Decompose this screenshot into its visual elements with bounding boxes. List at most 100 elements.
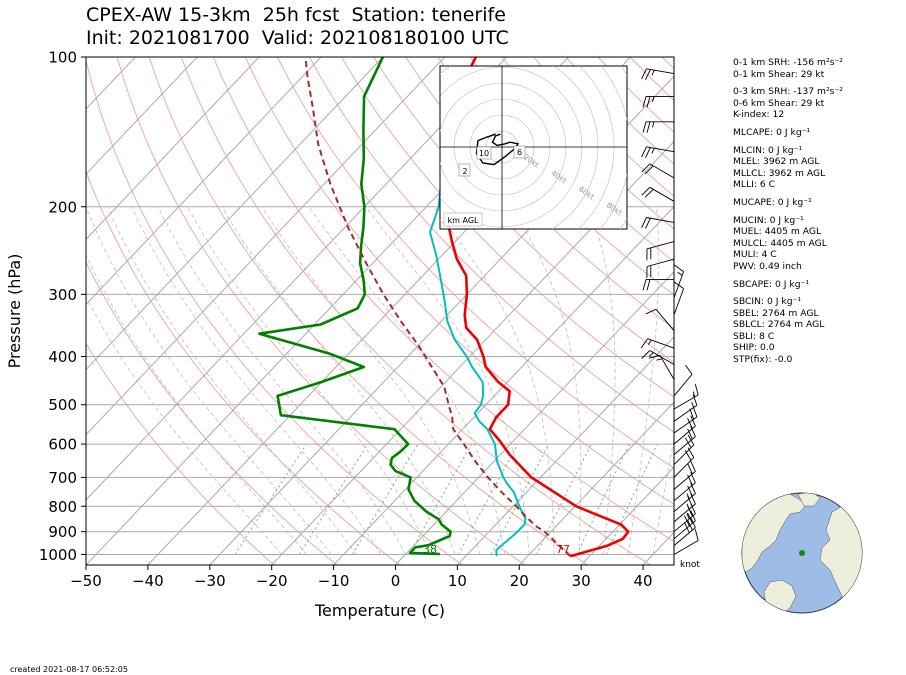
created-timestamp: created 2021-08-17 06:52:05 xyxy=(10,665,128,674)
title-line-2: Init: 2021081700 Valid: 202108180100 UTC xyxy=(86,27,509,49)
isotherm xyxy=(395,271,674,565)
moist-adiabat xyxy=(652,436,674,555)
svg-text:km AGL: km AGL xyxy=(448,216,480,225)
moist-adiabat xyxy=(510,206,582,555)
index-mlcin: MLCIN: 0 J kg⁻¹ xyxy=(733,144,803,156)
wind-barb xyxy=(646,241,675,261)
index-srh-0-1: 0-1 km SRH: -156 m²s⁻² xyxy=(733,57,843,68)
parcel-trace xyxy=(304,57,571,557)
index-mlli: MLLI: 6 C xyxy=(733,179,776,191)
moist-adiabat xyxy=(187,206,431,555)
wind-barb xyxy=(641,146,675,158)
dry-adiabat xyxy=(86,170,400,565)
index-sbel: SBEL: 2764 m AGL xyxy=(733,307,819,319)
y-tick-label: 200 xyxy=(48,198,77,216)
wind-barb xyxy=(673,406,698,434)
title-line-1: CPEX-AW 15-3km 25h fcst Station: tenerif… xyxy=(86,4,506,26)
sounding-indices-panel: 0-1 km SRH: -156 m²s⁻² 0-1 km Shear: 29 … xyxy=(733,57,843,366)
wind-barb xyxy=(641,186,675,202)
isotherm xyxy=(86,57,508,501)
mixing-ratio-line xyxy=(576,443,630,555)
dry-adiabat xyxy=(341,57,674,398)
mixing-ratio-line xyxy=(234,443,307,555)
moist-adiabat xyxy=(86,206,332,555)
index-sbli: SBLI: 8 C xyxy=(733,330,775,342)
landmass-greenland xyxy=(797,493,821,507)
surface-dewpoint-label: 38 xyxy=(423,543,437,556)
x-tick-label: −10 xyxy=(318,572,350,590)
dry-adiabat xyxy=(116,57,526,565)
x-tick-label: −30 xyxy=(194,572,226,590)
moist-adiabat xyxy=(627,206,660,555)
x-tick-label: −40 xyxy=(132,572,164,590)
dry-adiabat xyxy=(244,57,674,505)
axes: −50 −40 −30 −20 −10 0 10 20 30 40 100 200 300 400 500 6… xyxy=(39,49,653,591)
hodograph-background xyxy=(439,65,628,230)
index-mucape: MUCAPE: 0 J kg⁻¹ xyxy=(733,196,812,208)
y-tick-label: 600 xyxy=(48,436,77,454)
moist-adiabat xyxy=(86,254,307,555)
index-mulcl: MULCL: 4405 m AGL xyxy=(733,237,827,249)
moist-adiabat xyxy=(308,206,505,555)
wind-barbs xyxy=(640,68,699,555)
moist-adiabat xyxy=(365,206,530,555)
wind-barb xyxy=(673,493,696,523)
isotherm xyxy=(86,57,260,240)
dewpoint-trace xyxy=(258,57,452,556)
index-sbcape: SBCAPE: 0 J kg⁻¹ xyxy=(733,278,810,290)
wind-barb xyxy=(642,278,674,291)
wind-barb xyxy=(673,460,696,490)
dry-adiabat xyxy=(86,261,338,565)
dry-adiabat xyxy=(405,57,674,330)
x-tick-label: 10 xyxy=(448,572,467,590)
moist-adiabat xyxy=(86,296,283,555)
mixing-ratio-line xyxy=(408,443,473,555)
mixing-ratio-line xyxy=(490,443,550,555)
wind-barb xyxy=(673,281,685,316)
wind-barb xyxy=(673,529,699,555)
isotherm xyxy=(86,57,322,306)
chart-title: CPEX-AW 15-3km 25h fcst Station: tenerif… xyxy=(86,4,509,50)
wind-barb xyxy=(673,383,699,410)
dry-adiabat xyxy=(276,57,674,469)
wind-barb xyxy=(673,426,696,455)
dry-adiabat xyxy=(309,57,674,433)
wind-barb xyxy=(641,350,675,365)
x-tick-label: 20 xyxy=(510,572,529,590)
y-tick-label: 100 xyxy=(48,49,77,67)
isotherm xyxy=(518,401,674,565)
hodograph-height-label-10: 10 xyxy=(476,146,492,160)
wind-barb xyxy=(642,121,674,133)
wind-units-label: knot xyxy=(680,560,700,570)
wind-barb xyxy=(641,217,675,229)
isotherm xyxy=(86,57,198,175)
plot-frame xyxy=(85,56,675,566)
mixing-ratio-line xyxy=(606,443,658,555)
wind-barb xyxy=(673,415,696,445)
y-tick-label: 700 xyxy=(48,469,77,487)
wind-barb xyxy=(673,394,698,422)
moist-adiabat xyxy=(131,206,382,555)
hodograph-height-label-2: 2 xyxy=(458,163,471,177)
y-tick-label: 300 xyxy=(48,286,77,304)
isotherm xyxy=(333,205,674,565)
index-sbcin: SBCIN: 0 J kg⁻¹ xyxy=(733,296,802,308)
svg-text:10: 10 xyxy=(479,149,489,158)
moist-adiabat xyxy=(588,206,616,555)
globe-land xyxy=(742,493,862,613)
dry-adiabat xyxy=(373,57,674,364)
x-tick-label: 40 xyxy=(634,572,653,590)
x-tick-label: −20 xyxy=(256,572,288,590)
x-tick-label: 0 xyxy=(391,572,401,590)
station-locator-globe xyxy=(741,492,863,614)
wind-barb xyxy=(642,95,674,108)
dry-adiabat xyxy=(180,57,651,565)
wetbulb-trace xyxy=(429,57,527,557)
x-tick-label: −50 xyxy=(70,572,102,590)
station-marker xyxy=(799,550,805,556)
y-tick-label: 800 xyxy=(48,498,77,516)
index-muel: MUEL: 4405 m AGL xyxy=(733,226,822,238)
index-sblcl: SBLCL: 2764 m AGL xyxy=(733,319,825,331)
isotherm xyxy=(580,466,674,565)
mixing-ratio-line xyxy=(351,443,419,555)
